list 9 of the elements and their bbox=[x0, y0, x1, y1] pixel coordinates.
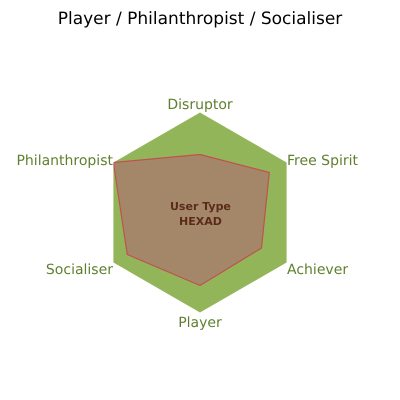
spoke-label: Achiever bbox=[287, 262, 348, 278]
text: User Type bbox=[170, 200, 231, 213]
spoke-label: Socialiser bbox=[46, 262, 114, 278]
text: HEXAD bbox=[179, 215, 222, 228]
spoke-label: Free Spirit bbox=[287, 153, 359, 170]
spoke-label: Philanthropist bbox=[16, 153, 114, 170]
chart-title: Player / Philanthropist / Socialiser bbox=[58, 8, 342, 29]
spoke-label: Disruptor bbox=[167, 97, 233, 114]
spoke-label: Player bbox=[178, 315, 222, 331]
